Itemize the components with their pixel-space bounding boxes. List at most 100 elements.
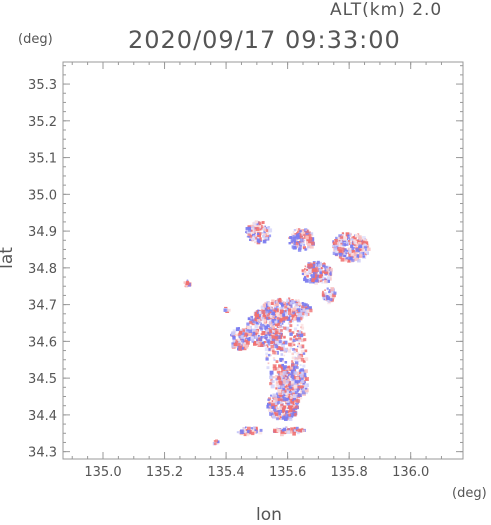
echo-cell — [279, 400, 283, 404]
echo-cell — [285, 410, 288, 413]
echo-cell — [254, 324, 258, 329]
echo-cell — [302, 381, 306, 385]
echo-cell — [295, 337, 298, 341]
echo-cell — [348, 239, 351, 243]
echo-cell — [232, 340, 235, 343]
echo-cell — [282, 415, 286, 420]
echo-cell — [288, 372, 290, 374]
echo-cell — [277, 388, 282, 393]
echo-cell — [361, 240, 366, 245]
echo-cell — [266, 404, 271, 409]
echo-cell — [274, 309, 278, 313]
echo-cell — [288, 413, 291, 417]
echo-cell — [295, 376, 300, 381]
echo-cell — [255, 331, 259, 335]
echo-cell — [274, 344, 279, 349]
echo-cell — [321, 270, 325, 274]
echo-cell — [289, 332, 293, 336]
echo-cell — [280, 385, 285, 389]
echo-cell — [299, 235, 303, 239]
echo-cell — [281, 326, 285, 329]
echo-cell — [295, 357, 298, 360]
echo-cell — [293, 426, 296, 430]
echo-cell — [281, 343, 284, 346]
echo-cell — [354, 248, 357, 251]
echo-cell — [260, 317, 265, 321]
echo-cell — [361, 249, 364, 252]
echo-cell — [333, 291, 337, 295]
echo-cell — [288, 304, 293, 309]
echo-cell — [274, 409, 277, 412]
echo-cell — [257, 224, 260, 227]
echo-cell — [277, 329, 280, 331]
echo-cell — [293, 410, 296, 412]
echo-cell — [358, 235, 362, 239]
echo-cell — [271, 414, 275, 418]
echo-cell — [269, 375, 273, 380]
echo-cell — [266, 312, 268, 315]
echo-cell — [265, 303, 268, 306]
echo-cell — [339, 256, 343, 259]
echo-cell — [362, 255, 365, 258]
x-tick-label: 135.6 — [269, 465, 306, 480]
echo-cell — [252, 228, 255, 231]
echo-cell — [245, 345, 249, 349]
echo-cell — [248, 430, 252, 434]
echo-cell — [264, 341, 267, 344]
echo-cell — [354, 233, 359, 238]
echo-cell — [353, 241, 358, 245]
echo-cell — [295, 403, 298, 406]
echo-cell — [294, 302, 299, 307]
echo-cell — [295, 429, 298, 432]
echo-cell — [303, 234, 306, 237]
echo-cell — [286, 316, 291, 321]
echo-cell — [335, 236, 338, 240]
echo-cell — [294, 383, 297, 387]
echo-cell — [308, 240, 311, 244]
echo-cell — [324, 272, 328, 276]
echo-cell — [324, 269, 329, 274]
echo-cell — [251, 431, 255, 436]
echo-cell — [256, 317, 259, 319]
echo-cell — [280, 375, 283, 378]
y-tick-label: 34.4 — [28, 409, 57, 424]
echo-cell — [251, 338, 254, 342]
echo-cell — [300, 371, 304, 375]
echo-cell — [257, 312, 259, 314]
echo-cell — [308, 237, 313, 241]
echo-cell — [258, 314, 262, 317]
echo-cell — [304, 276, 307, 279]
echo-cell — [275, 308, 277, 311]
echo-cell — [263, 228, 267, 231]
echo-cell — [297, 334, 300, 337]
echo-cell — [274, 318, 278, 322]
echo-cell — [251, 237, 256, 241]
echo-cell — [183, 281, 186, 284]
echo-cell — [293, 246, 296, 249]
echo-cell — [271, 331, 274, 334]
echo-cell — [275, 406, 278, 410]
echo-cell — [275, 335, 279, 339]
echo-cell — [301, 379, 305, 383]
echo-cell — [296, 308, 301, 313]
echo-cell — [265, 229, 269, 232]
echo-cell — [349, 237, 352, 240]
echo-cell — [256, 337, 260, 341]
echo-cell — [275, 302, 280, 306]
echo-cell — [301, 272, 304, 275]
echo-cell — [321, 276, 325, 280]
echo-cell — [348, 238, 351, 241]
echo-cell — [254, 335, 258, 339]
echo-cell — [340, 257, 345, 262]
echo-cell — [302, 332, 306, 336]
echo-cell — [329, 298, 333, 302]
echo-cell — [271, 325, 275, 329]
echo-cell — [323, 298, 326, 301]
echo-cell — [235, 339, 239, 343]
echo-cell — [260, 333, 264, 336]
echo-cell — [299, 373, 304, 378]
echo-cell — [312, 268, 317, 272]
echo-cell — [248, 236, 250, 238]
echo-cell — [287, 330, 290, 333]
echo-cell — [363, 245, 367, 249]
